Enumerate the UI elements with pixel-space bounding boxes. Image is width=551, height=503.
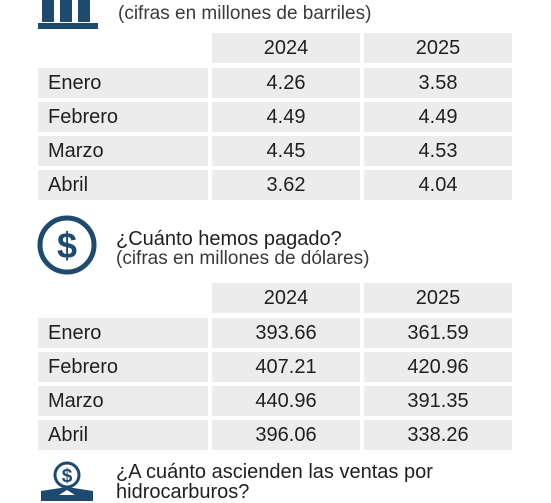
table-row: Marzo 4.45 4.53 [38,136,512,166]
section2-subtitle: (cifras en millones de dólares) [116,248,370,269]
month-label: Marzo [38,136,208,166]
value-2024: 4.49 [212,102,360,132]
table-row: Febrero 4.49 4.49 [38,102,512,132]
dollar-circle-icon: $ [37,215,97,275]
table-row: Abril 3.62 4.04 [38,170,512,200]
value-2025: 338.26 [364,420,512,450]
value-2024: 393.66 [212,318,360,348]
header-year-2025: 2025 [364,33,512,63]
header-blank [38,33,208,63]
value-2025: 4.04 [364,170,512,200]
table-header: 2024 2025 [38,283,512,313]
value-2025: 4.49 [364,102,512,132]
month-label: Abril [38,420,208,450]
section3-question-line2: hidrocarburos? [116,481,250,503]
value-2025: 3.58 [364,68,512,98]
section3-question-line1: ¿A cuánto ascienden las ventas por [116,461,433,483]
value-2024: 4.45 [212,136,360,166]
table-row: Marzo 440.96 391.35 [38,386,512,416]
value-2025: 420.96 [364,352,512,382]
svg-text:$: $ [62,466,73,487]
header-year-2025: 2025 [364,283,512,313]
table-row: Febrero 407.21 420.96 [38,352,512,382]
section2-question: ¿Cuánto hemos pagado? [116,228,342,250]
value-2025: 391.35 [364,386,512,416]
table-header: 2024 2025 [38,33,512,63]
money-box-icon: $ [41,461,93,501]
month-label: Enero [38,68,208,98]
month-label: Febrero [38,352,208,382]
section1-subtitle: (cifras en millones de barriles) [118,3,372,24]
value-2024: 440.96 [212,386,360,416]
table-row: Enero 4.26 3.58 [38,68,512,98]
header-blank [38,283,208,313]
month-label: Enero [38,318,208,348]
table-row: Abril 396.06 338.26 [38,420,512,450]
month-label: Abril [38,170,208,200]
table-row: Enero 393.66 361.59 [38,318,512,348]
month-label: Febrero [38,102,208,132]
header-year-2024: 2024 [212,33,360,63]
oil-barrels-icon [38,0,98,29]
value-2024: 4.26 [212,68,360,98]
svg-text:$: $ [57,225,77,266]
header-year-2024: 2024 [212,283,360,313]
month-label: Marzo [38,386,208,416]
value-2025: 4.53 [364,136,512,166]
value-2024: 3.62 [212,170,360,200]
value-2025: 361.59 [364,318,512,348]
value-2024: 407.21 [212,352,360,382]
value-2024: 396.06 [212,420,360,450]
